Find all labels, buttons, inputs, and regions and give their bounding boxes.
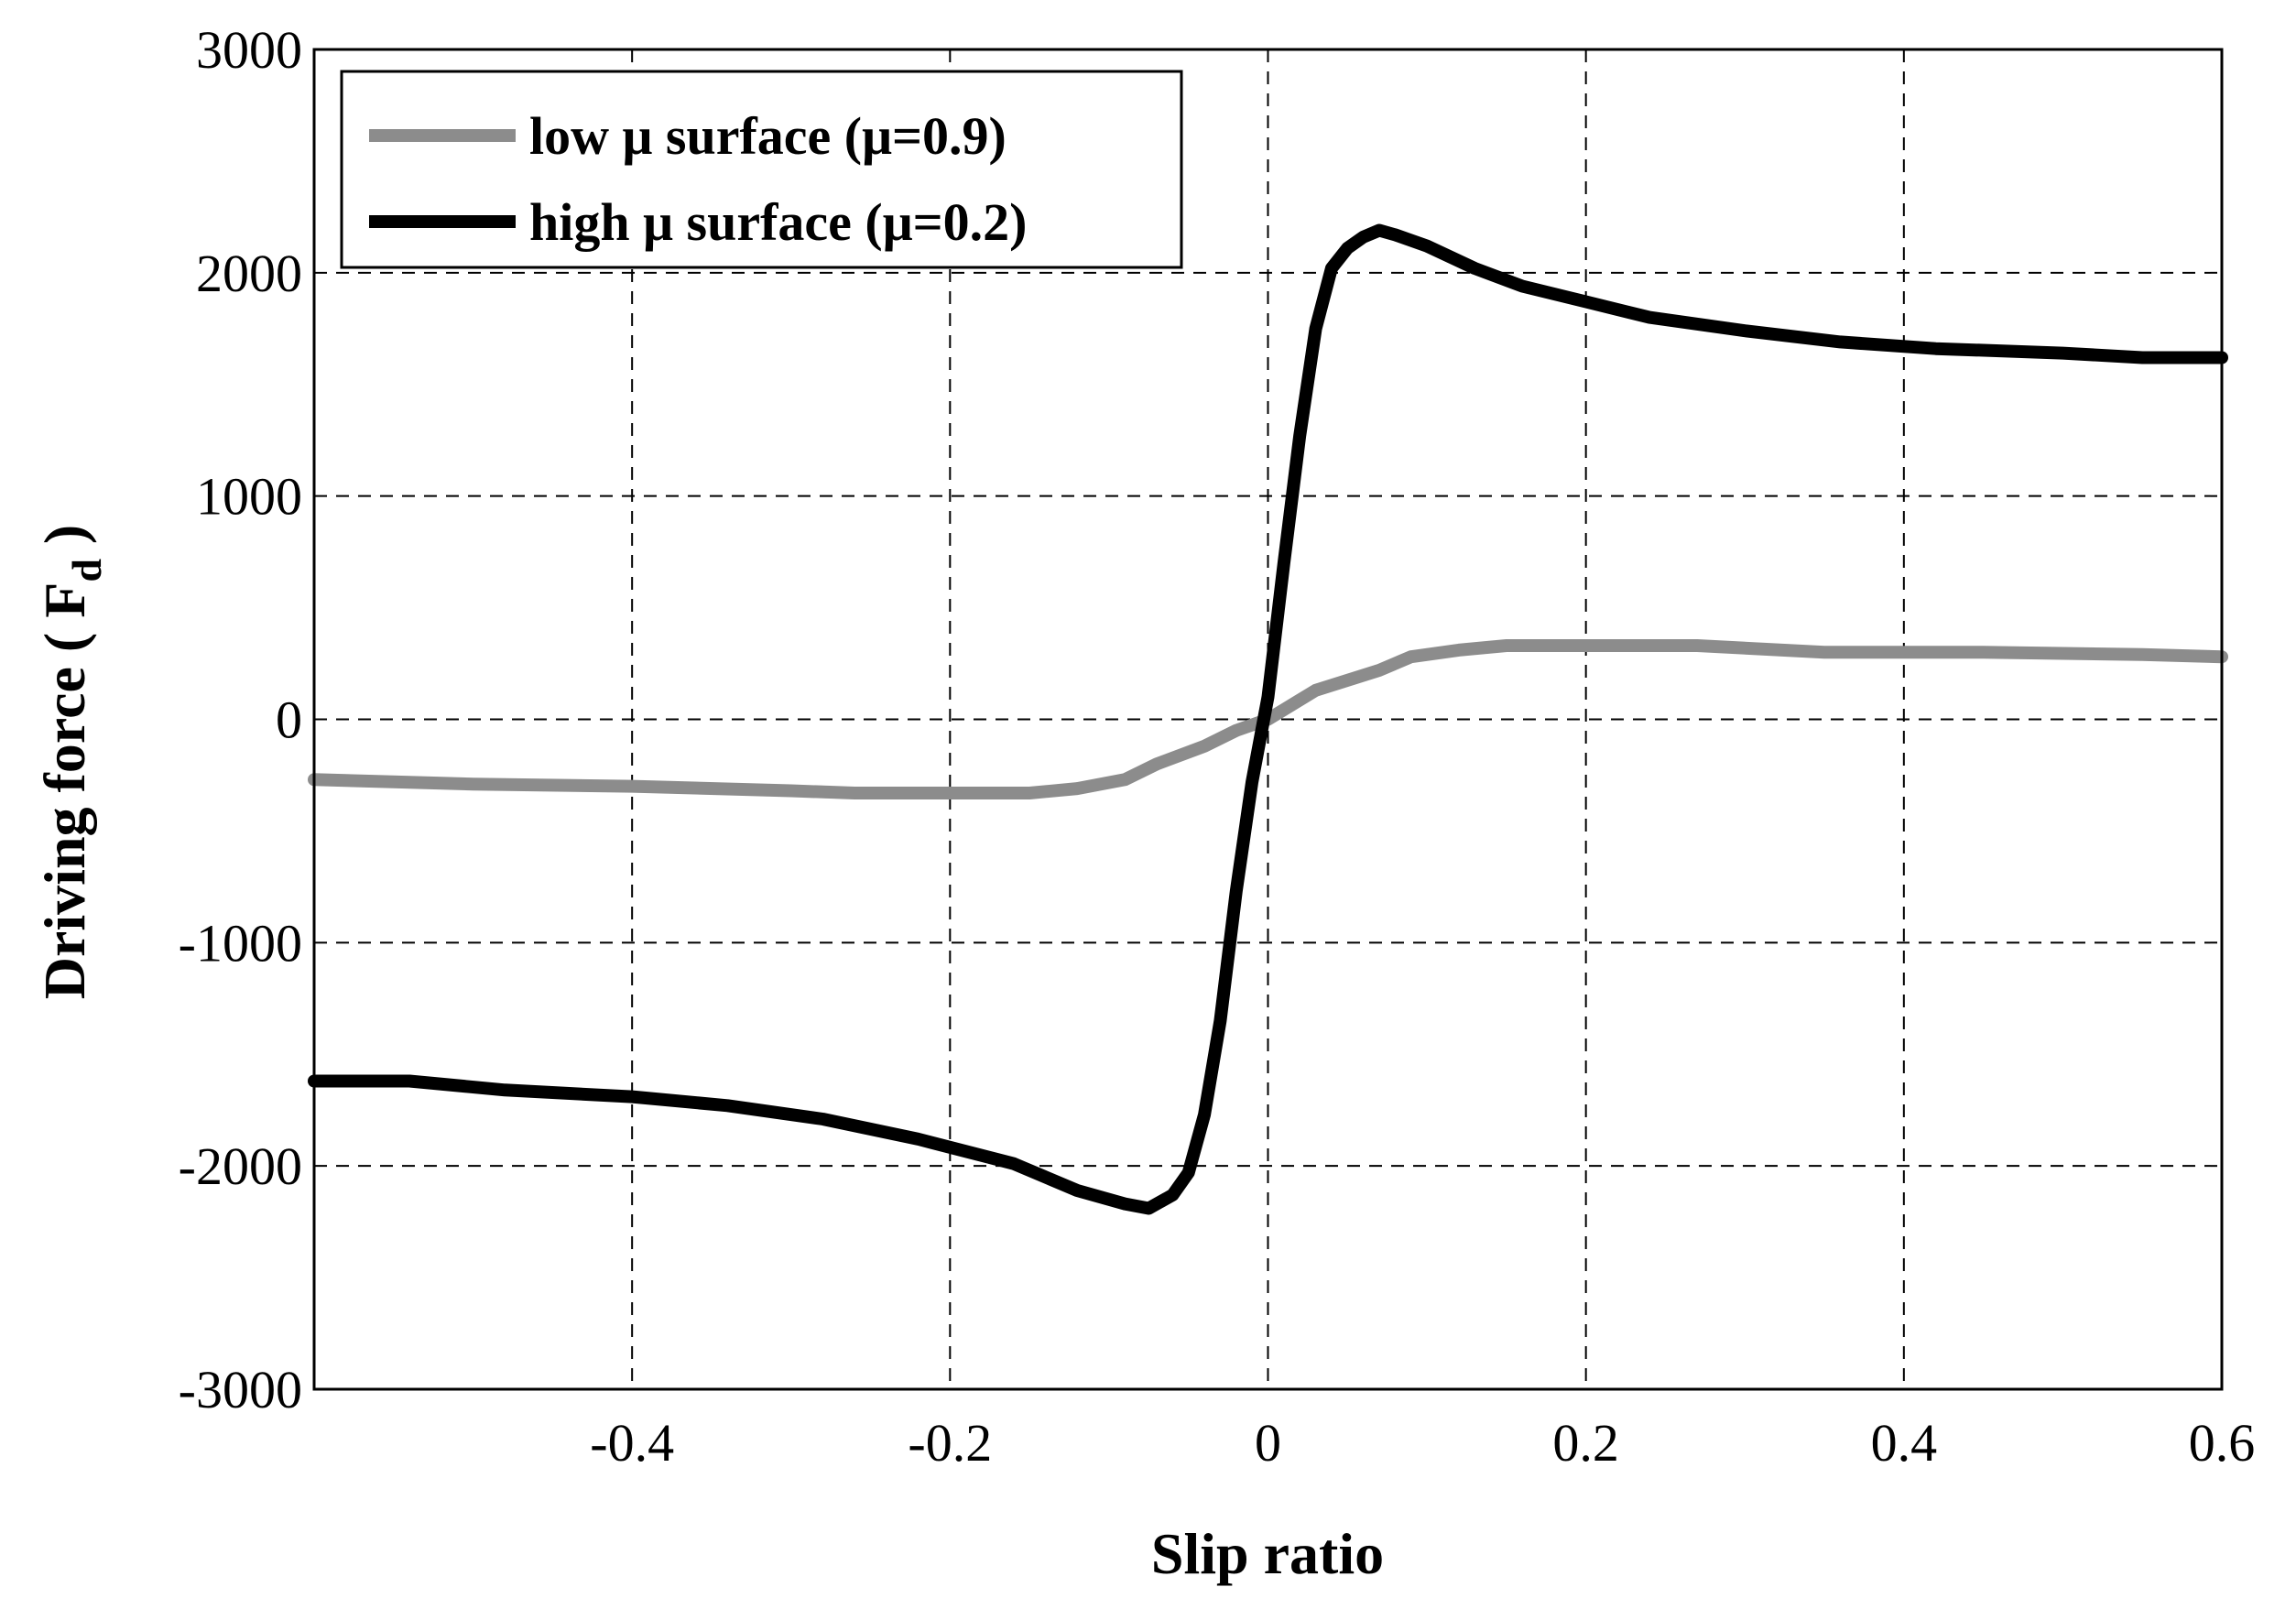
legend-label-high-mu: high μ surface (μ=0.2) <box>529 192 1027 252</box>
x-tick-labels: -0.4 -0.2 0 0.2 0.4 0.6 <box>590 1413 2255 1473</box>
x-tick-label: 0.6 <box>2189 1413 2256 1473</box>
series-lines <box>308 223 2228 1215</box>
y-tick-labels: -3000 -2000 -1000 0 1000 2000 3000 <box>179 20 302 1419</box>
y-tick-label: 0 <box>276 690 302 750</box>
plot-frame <box>312 48 2224 1391</box>
y-tick-label: -3000 <box>179 1360 302 1419</box>
x-tick-label: -0.2 <box>908 1413 992 1473</box>
grid-lines <box>314 49 2222 1389</box>
series-line-high-mu <box>308 223 2228 1215</box>
y-tick-label: -1000 <box>179 913 302 973</box>
x-tick-label: 0 <box>1255 1413 1281 1473</box>
y-tick-label: -2000 <box>179 1136 302 1196</box>
x-axis-title: Slip ratio <box>1151 1521 1384 1586</box>
series-line-low-mu <box>308 639 2228 799</box>
y-tick-label: 2000 <box>196 244 302 303</box>
x-tick-label: 0.4 <box>1871 1413 1938 1473</box>
legend-label-low-mu: low μ surface (μ=0.9) <box>529 106 1007 166</box>
legend: low μ surface (μ=0.9) high μ surface (μ=… <box>340 70 1183 269</box>
y-tick-label: 1000 <box>196 467 302 527</box>
y-tick-label: 3000 <box>196 20 302 80</box>
y-axis-title-subscript: d <box>63 559 110 582</box>
x-tick-label: -0.4 <box>590 1413 674 1473</box>
legend-box <box>340 70 1183 269</box>
y-axis-title-end: ) <box>32 525 97 559</box>
x-tick-label: 0.2 <box>1552 1413 1619 1473</box>
y-axis-title-main: Driving force ( F <box>32 582 97 1000</box>
y-axis-title: Driving force ( Fd ) <box>32 525 110 999</box>
